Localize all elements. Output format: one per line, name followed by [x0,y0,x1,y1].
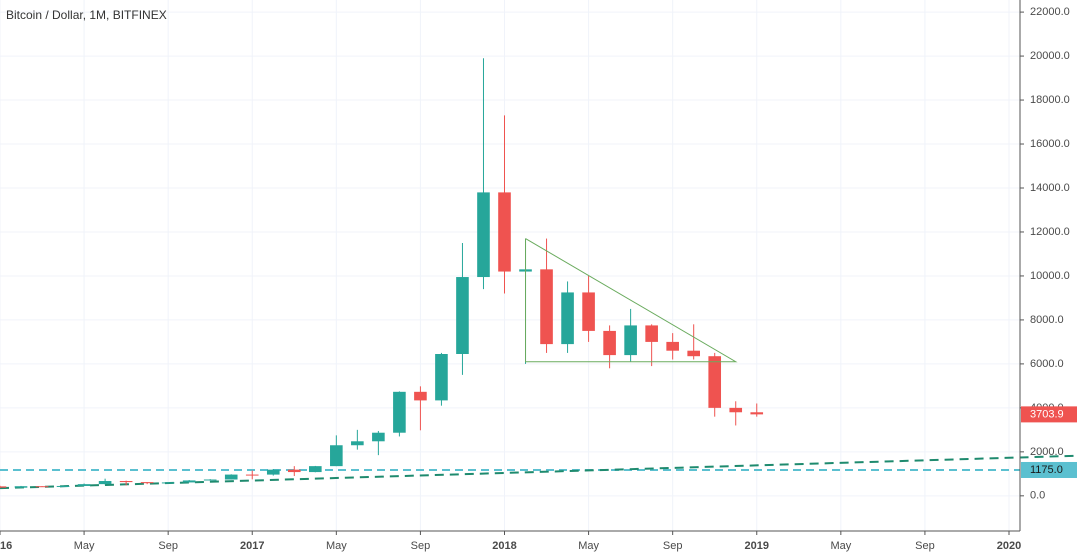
candle-body [309,466,322,473]
candle-body [477,192,490,278]
candle-body [708,356,722,408]
candle-body [35,486,49,488]
candle-body [203,479,217,481]
candle-body [0,486,7,488]
x-tick-label: 2020 [997,540,1021,552]
y-tick-label: 6000.0 [1030,358,1064,370]
x-tick-label: May [578,540,599,552]
x-tick-label: 2017 [240,540,264,552]
candle-body [666,341,679,351]
candle-body [540,269,553,345]
candle-body [161,482,175,484]
y-tick-label: 16000.0 [1030,138,1070,150]
candle-body [624,325,637,356]
x-tick-label: Sep [663,540,683,552]
candle-body [456,277,469,354]
y-tick-label: 18000.0 [1030,94,1070,106]
candle-body [77,484,91,486]
chart-title: Bitcoin / Dollar, 1M, BITFINEX [6,8,167,22]
candle-body [414,391,427,401]
x-tick-label: 2016 [0,540,12,552]
candle-body [266,469,280,475]
plot [0,58,1077,490]
candle-body [393,391,406,433]
y-tick-label: 0.0 [1030,490,1045,502]
x-tick-label: Sep [915,540,935,552]
candle-body [603,330,616,356]
horizontal-line-label: 1175.0 [1030,464,1063,476]
candle-body [287,469,301,473]
candle-body [224,474,238,480]
candle-body [56,485,70,487]
x-tick-label: 2018 [492,540,516,552]
y-tick-label: 12000.0 [1030,226,1070,238]
candle-body [372,432,385,442]
x-tick-label: Sep [158,540,178,552]
candle-body [351,441,364,446]
x-tick-label: May [830,540,851,552]
candle-body [119,481,133,483]
candle-body [140,482,154,484]
x-tick-label: 2019 [745,540,769,552]
y-tick-label: 22000.0 [1030,6,1070,18]
triangle-pattern [525,238,738,363]
y-tick-label: 14000.0 [1030,182,1070,194]
candle-body [498,192,511,272]
candle-body [687,350,700,357]
y-tick-label: 8000.0 [1030,314,1064,326]
last-price-label: 3703.9 [1030,408,1064,420]
candle-body [182,480,196,483]
candle-body [330,445,343,467]
candle-body [750,412,764,415]
candle-body [98,481,112,485]
candle-body [729,407,743,413]
candle-body [435,354,448,401]
axis-labels: 0.02000.04000.06000.08000.010000.012000.… [0,6,1077,552]
candle-body [645,325,658,342]
candle-body [582,292,595,331]
x-tick-label: Sep [411,540,431,552]
y-tick-label: 2000.0 [1030,446,1064,458]
y-tick-label: 20000.0 [1030,50,1070,62]
y-tick-label: 10000.0 [1030,270,1070,282]
x-tick-label: May [74,540,95,552]
x-tick-label: May [326,540,347,552]
horizontal-line-label-box [1021,461,1077,478]
last-price-box [1021,406,1077,423]
candle-body [245,474,259,476]
candle-body [14,486,28,488]
candle-body [561,292,574,345]
